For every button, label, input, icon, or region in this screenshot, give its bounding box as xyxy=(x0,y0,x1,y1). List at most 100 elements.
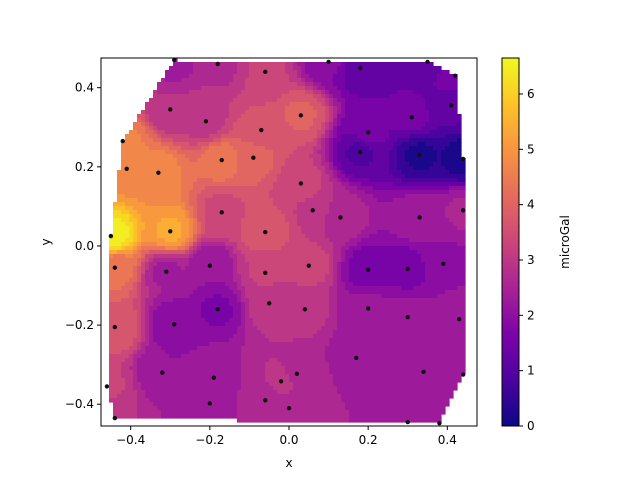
contour-cell xyxy=(301,122,306,127)
contour-cell xyxy=(289,342,294,347)
contour-cell xyxy=(245,398,250,403)
contour-cell xyxy=(145,354,150,359)
contour-cell xyxy=(173,242,178,247)
contour-cell xyxy=(181,394,186,399)
contour-cell xyxy=(117,362,122,367)
contour-cell xyxy=(305,274,310,279)
contour-cell xyxy=(289,330,294,335)
contour-cell xyxy=(121,366,126,371)
contour-cell xyxy=(225,302,230,307)
contour-cell xyxy=(297,74,302,79)
contour-cell xyxy=(125,214,130,219)
contour-cell xyxy=(221,390,226,395)
contour-cell xyxy=(145,346,150,351)
contour-cell xyxy=(217,262,222,267)
contour-cell xyxy=(173,406,178,411)
contour-cell xyxy=(245,298,250,303)
contour-cell xyxy=(265,290,270,295)
contour-cell xyxy=(141,214,146,219)
contour-cell xyxy=(249,238,254,243)
contour-cell xyxy=(301,230,306,235)
contour-cell xyxy=(237,202,242,207)
contour-cell xyxy=(297,326,302,331)
contour-cell xyxy=(213,386,218,391)
contour-cell xyxy=(277,230,282,235)
contour-cell xyxy=(189,194,194,199)
contour-cell xyxy=(217,406,222,411)
contour-cell xyxy=(121,258,126,263)
contour-cell xyxy=(277,226,282,231)
contour-cell xyxy=(193,326,198,331)
contour-cell xyxy=(181,62,186,67)
contour-cell xyxy=(281,274,286,279)
contour-cell xyxy=(265,186,270,191)
contour-cell xyxy=(121,146,126,151)
contour-cell xyxy=(237,234,242,239)
contour-cell xyxy=(185,226,190,231)
contour-cell xyxy=(181,286,186,291)
contour-cell xyxy=(201,194,206,199)
contour-cell xyxy=(133,354,138,359)
contour-cell xyxy=(193,254,198,259)
contour-cell xyxy=(197,310,202,315)
contour-cell xyxy=(325,402,330,407)
contour-cell xyxy=(173,226,178,231)
contour-cell xyxy=(341,138,346,143)
contour-cell xyxy=(197,238,202,243)
contour-cell xyxy=(269,162,274,167)
contour-cell xyxy=(133,334,138,339)
contour-cell xyxy=(137,134,142,139)
contour-cell xyxy=(185,366,190,371)
contour-cell xyxy=(293,338,298,343)
contour-cell xyxy=(313,86,318,91)
contour-cell xyxy=(257,262,262,267)
contour-cell xyxy=(277,134,282,139)
contour-cell xyxy=(301,238,306,243)
contour-cell xyxy=(313,230,318,235)
contour-cell xyxy=(169,334,174,339)
contour-cell xyxy=(337,110,342,115)
contour-cell xyxy=(189,106,194,111)
contour-cell xyxy=(317,110,322,115)
contour-cell xyxy=(213,182,218,187)
contour-cell xyxy=(241,238,246,243)
contour-cell xyxy=(301,302,306,307)
contour-cell xyxy=(241,322,246,327)
contour-cell xyxy=(121,338,126,343)
contour-cell xyxy=(321,146,326,151)
contour-cell xyxy=(297,394,302,399)
contour-cell xyxy=(145,306,150,311)
contour-cell xyxy=(213,282,218,287)
contour-cell xyxy=(297,306,302,311)
contour-cell xyxy=(301,386,306,391)
contour-cell xyxy=(121,378,126,383)
contour-cell xyxy=(281,82,286,87)
contour-cell xyxy=(157,106,162,111)
contour-cell xyxy=(209,198,214,203)
contour-cell xyxy=(181,94,186,99)
contour-cell xyxy=(177,118,182,123)
contour-cell xyxy=(109,346,114,351)
contour-cell xyxy=(181,390,186,395)
contour-cell xyxy=(253,90,258,95)
contour-cell xyxy=(109,246,114,251)
contour-cell xyxy=(213,86,218,91)
contour-cell xyxy=(269,126,274,131)
contour-cell xyxy=(209,378,214,383)
contour-cell xyxy=(113,318,118,323)
contour-cell xyxy=(209,82,214,87)
contour-cell xyxy=(145,174,150,179)
contour-cell xyxy=(205,74,210,79)
contour-cell xyxy=(273,126,278,131)
contour-cell xyxy=(209,374,214,379)
contour-cell xyxy=(261,342,266,347)
contour-cell xyxy=(125,414,130,419)
contour-cell xyxy=(301,154,306,159)
contour-cell xyxy=(261,414,266,419)
contour-cell xyxy=(137,202,142,207)
contour-cell xyxy=(193,82,198,87)
contour-cell xyxy=(165,146,170,151)
contour-cell xyxy=(301,346,306,351)
contour-cell xyxy=(321,98,326,103)
contour-cell xyxy=(313,70,318,75)
